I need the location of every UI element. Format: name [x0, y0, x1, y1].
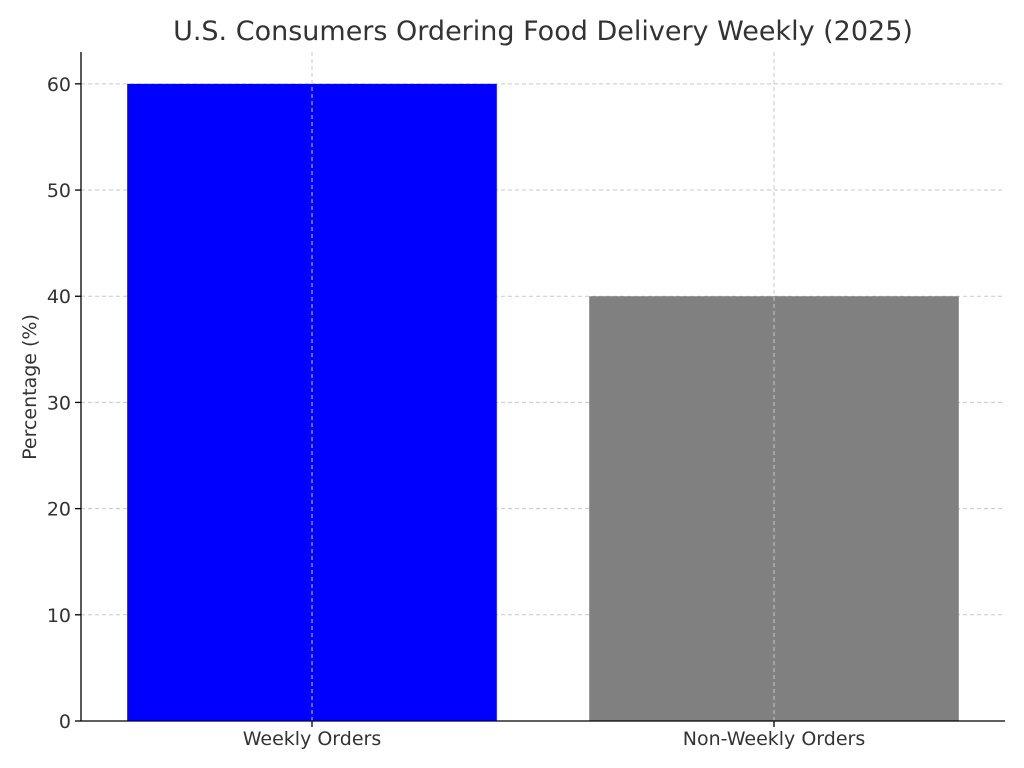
- x-tick-label: Non-Weekly Orders: [683, 728, 865, 750]
- chart-title: U.S. Consumers Ordering Food Delivery We…: [173, 16, 913, 47]
- y-axis-label: Percentage (%): [19, 314, 41, 460]
- y-tick-label: 30: [47, 392, 71, 414]
- y-tick-label: 10: [47, 605, 71, 627]
- y-ticks-layer: 0 10 20 30 40 50 60: [47, 74, 81, 733]
- y-tick-label: 40: [47, 286, 71, 308]
- y-tick-label: 60: [47, 74, 71, 96]
- y-tick-label: 0: [59, 711, 71, 733]
- axes-layer: [80, 52, 1005, 722]
- y-tick-label: 20: [47, 499, 71, 521]
- x-tick-label: Weekly Orders: [243, 728, 382, 750]
- y-tick-label: 50: [47, 180, 71, 202]
- x-ticks-layer: Weekly Orders Non-Weekly Orders: [243, 721, 865, 750]
